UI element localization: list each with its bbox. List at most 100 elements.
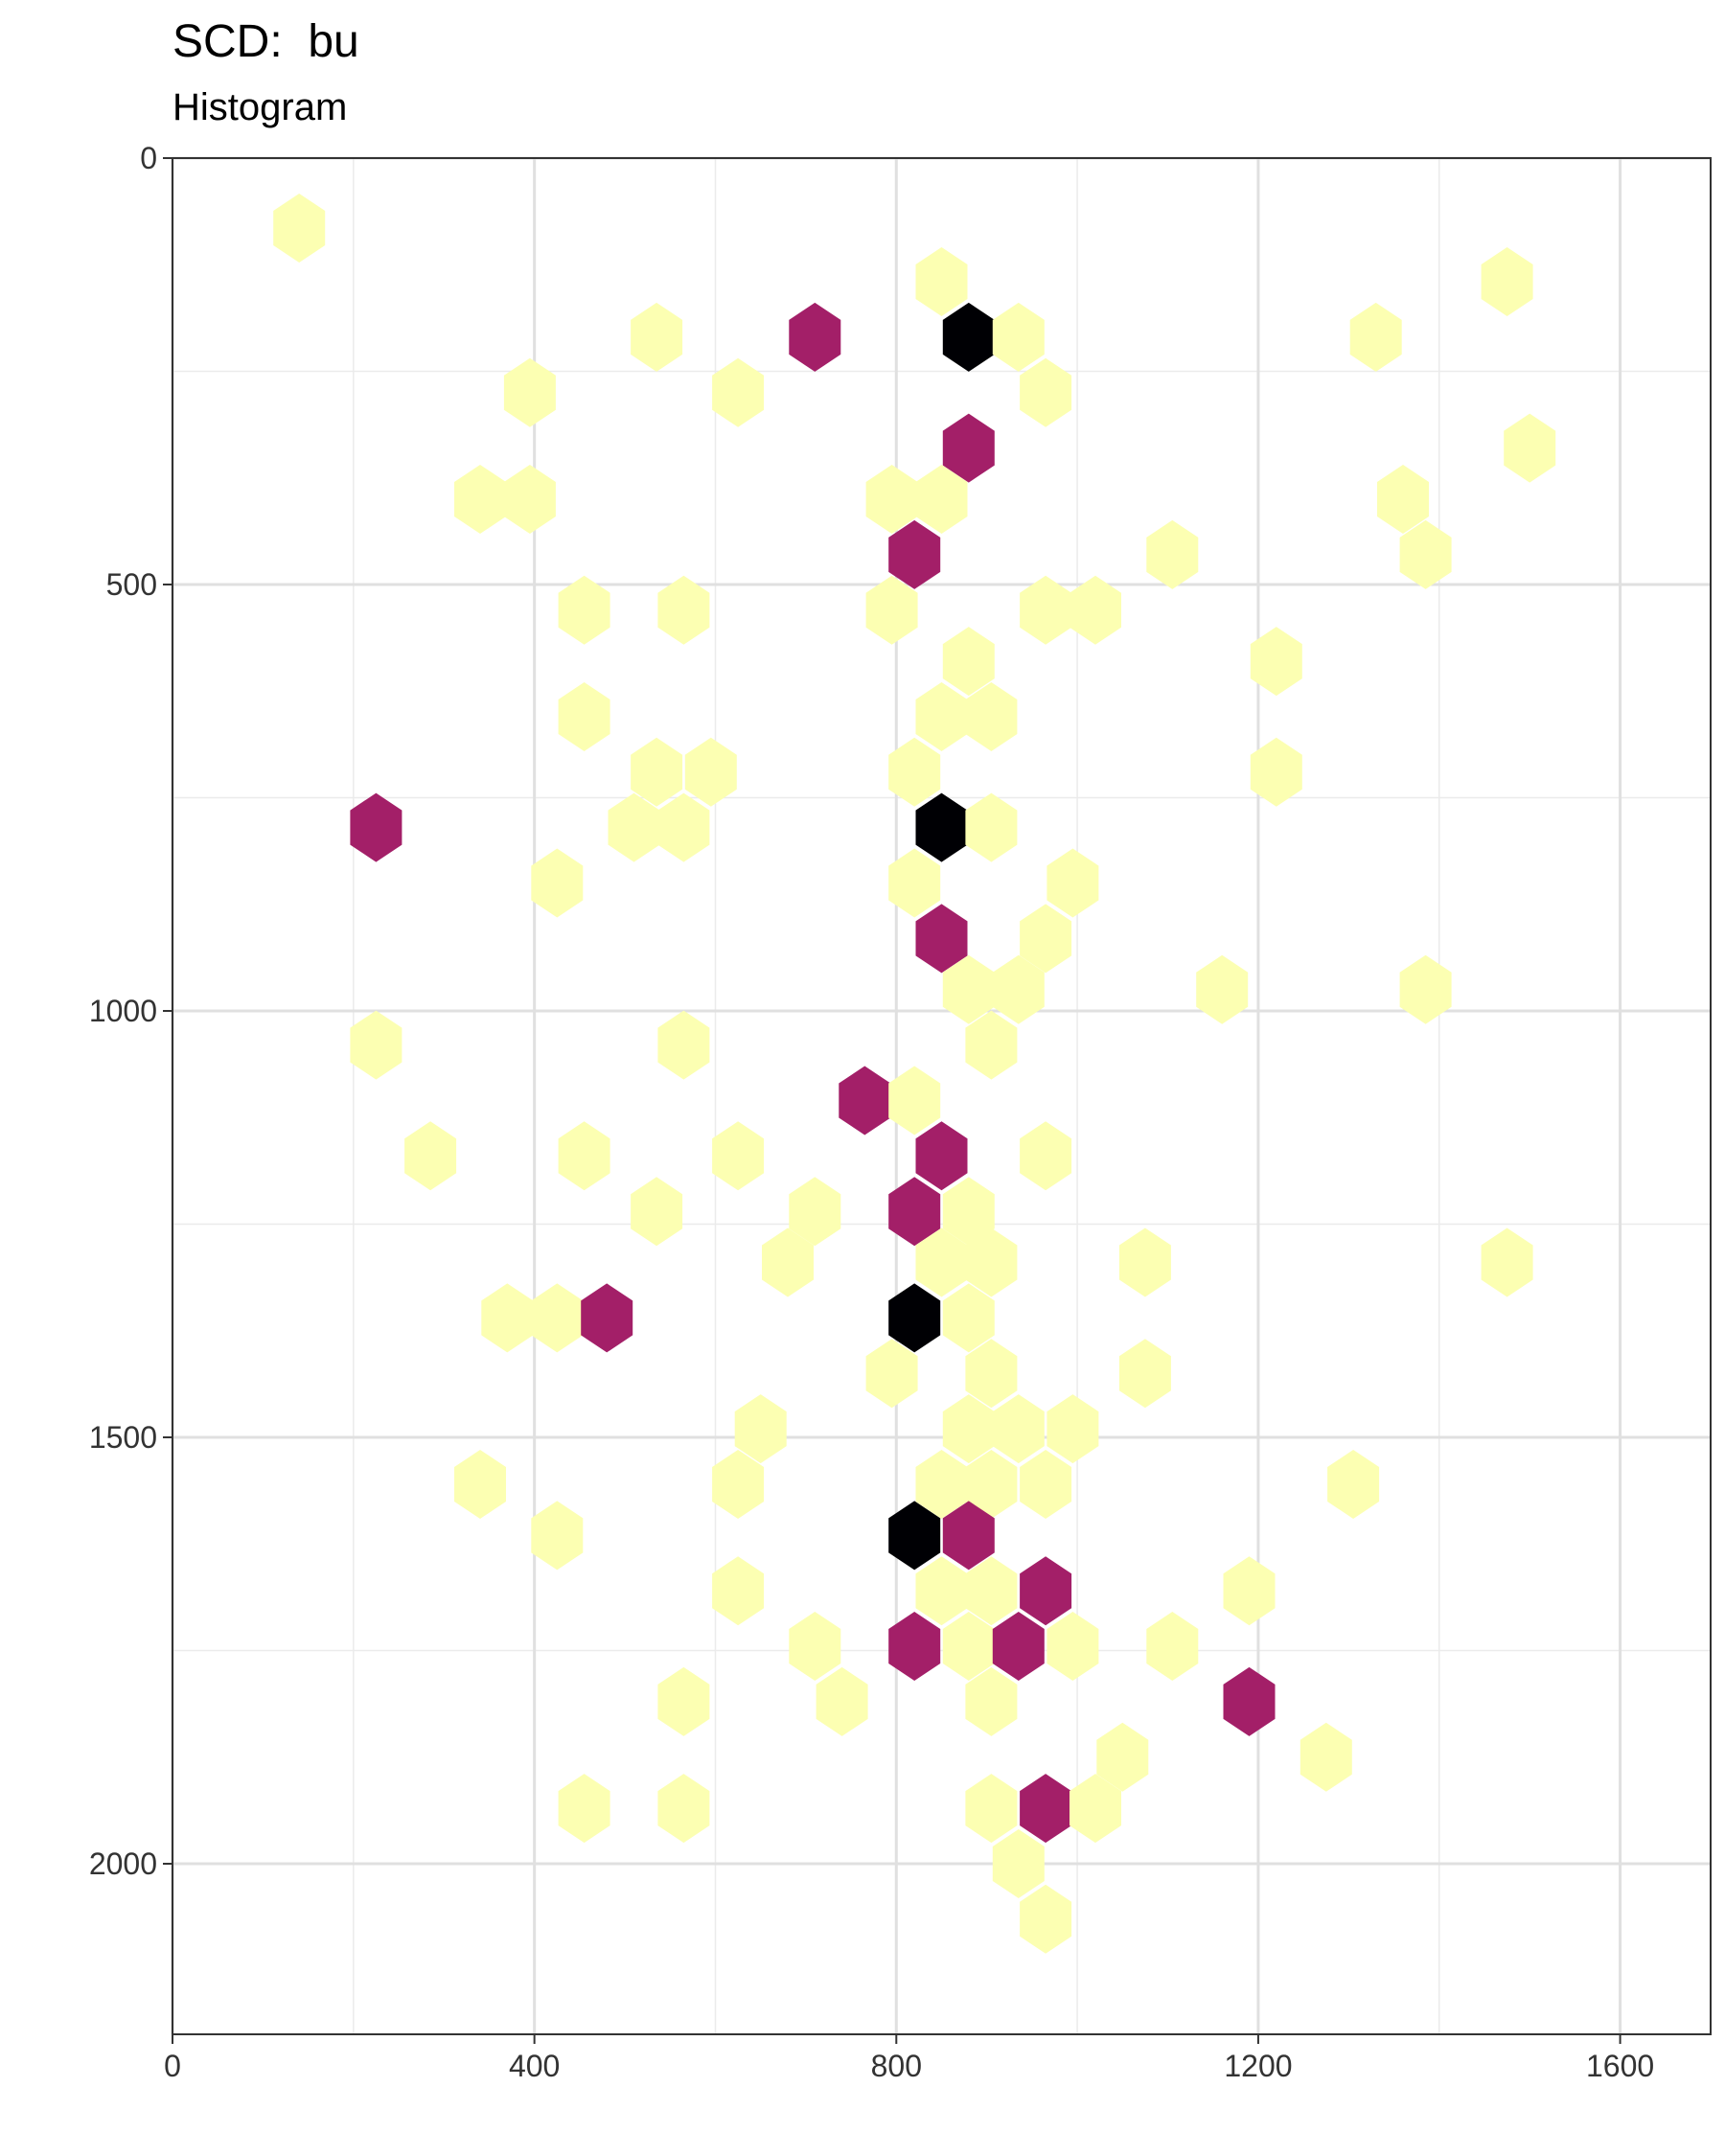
hex-bin-low bbox=[1118, 1339, 1171, 1409]
hex-bin-high bbox=[888, 1501, 941, 1571]
plot-border bbox=[172, 157, 1712, 2035]
hex-bin-low bbox=[657, 1774, 710, 1844]
hex-bin-low bbox=[734, 1394, 787, 1464]
plot-panel bbox=[172, 158, 1711, 2034]
x-tick-label: 1600 bbox=[1586, 2049, 1654, 2083]
hex-bin-low bbox=[915, 1556, 968, 1626]
hex-bin-mid bbox=[1223, 1666, 1276, 1736]
hex-bin-low bbox=[942, 1612, 995, 1681]
hex-bin-low bbox=[865, 575, 918, 645]
hex-bin-mid bbox=[942, 1501, 995, 1571]
hex-bin-low bbox=[1377, 465, 1429, 534]
hex-bin-mid bbox=[581, 1283, 633, 1353]
hex-bin-high bbox=[942, 302, 995, 372]
hex-bin-low bbox=[1300, 1722, 1352, 1792]
y-tick-label: 1000 bbox=[89, 994, 157, 1028]
hex-bin-low bbox=[404, 1121, 457, 1191]
y-tick-label: 2000 bbox=[89, 1846, 157, 1881]
hex-bin-low bbox=[1250, 627, 1302, 697]
hex-bin-low bbox=[1020, 904, 1072, 974]
hex-bin-low bbox=[350, 1010, 402, 1080]
hex-bin-mid bbox=[942, 413, 995, 483]
hex-bin-low bbox=[531, 1501, 584, 1571]
hex-bin-mid bbox=[789, 302, 841, 372]
hex-bin-low bbox=[1349, 302, 1402, 372]
hex-bin-low bbox=[1481, 247, 1533, 316]
hex-bin-low bbox=[1196, 954, 1249, 1024]
hex-bin-high bbox=[888, 1283, 941, 1353]
hex-bin-low bbox=[531, 848, 584, 918]
hex-bin-low bbox=[684, 737, 737, 807]
axes: 0 400 800 1200 1600 0 500 1000 1500 2000 bbox=[89, 141, 1654, 2083]
hex-bin-low bbox=[1020, 1884, 1072, 1954]
hex-bin-low bbox=[1250, 737, 1302, 807]
hex-bin-low bbox=[1046, 848, 1099, 918]
hex-bins bbox=[273, 194, 1556, 1954]
hex-bin-low bbox=[1020, 357, 1072, 427]
hex-bin-low bbox=[454, 465, 506, 534]
hex-bin-low bbox=[1020, 1450, 1072, 1519]
hex-bin-low bbox=[888, 848, 941, 918]
hex-bin-mid bbox=[992, 1612, 1045, 1681]
hex-bin-low bbox=[865, 1339, 918, 1409]
hex-bin-low bbox=[965, 1666, 1018, 1736]
hex-bin-low bbox=[273, 194, 326, 263]
hex-bin-low bbox=[657, 1010, 710, 1080]
hex-bin-low bbox=[712, 1450, 765, 1519]
x-tick-label: 400 bbox=[509, 2049, 560, 2083]
hex-bin-low bbox=[888, 1066, 941, 1135]
hex-bin-mid bbox=[888, 1612, 941, 1681]
hex-bin-low bbox=[1046, 1394, 1099, 1464]
hex-bin-low bbox=[454, 1450, 506, 1519]
hex-bin-low bbox=[915, 1450, 968, 1519]
hex-bin-low bbox=[915, 247, 968, 316]
hex-bin-low bbox=[531, 1283, 584, 1353]
hex-bin-low bbox=[992, 1394, 1045, 1464]
hex-bin-mid bbox=[915, 1121, 968, 1191]
hex-bin-low bbox=[865, 465, 918, 534]
hex-bin-low bbox=[657, 575, 710, 645]
hex-bin-low bbox=[965, 792, 1018, 862]
hex-bin-low bbox=[608, 792, 660, 862]
hex-bin-low bbox=[1096, 1722, 1149, 1792]
y-tick-label: 1500 bbox=[89, 1420, 157, 1455]
hex-bin-low bbox=[1223, 1556, 1276, 1626]
hex-bin-low bbox=[965, 1010, 1018, 1080]
hex-bin-low bbox=[558, 682, 610, 751]
hex-bin-low bbox=[992, 302, 1045, 372]
hex-bin-low bbox=[965, 1450, 1018, 1519]
hex-bin-low bbox=[631, 302, 683, 372]
hex-bin-low bbox=[915, 465, 968, 534]
hex-bin-low bbox=[712, 1556, 765, 1626]
hex-bin-low bbox=[712, 1121, 765, 1191]
hex-bin-low bbox=[1146, 519, 1199, 589]
hex-bin-low bbox=[558, 1121, 610, 1191]
hex-bin-low bbox=[1046, 1612, 1099, 1681]
hex-bin-low bbox=[631, 737, 683, 807]
hex-bin-low bbox=[1118, 1227, 1171, 1297]
hex-bin-low bbox=[1146, 1612, 1199, 1681]
hex-bin-low bbox=[965, 1556, 1018, 1626]
hex-bin-low bbox=[965, 682, 1018, 751]
hex-bin-mid bbox=[1020, 1774, 1072, 1844]
hex-bin-low bbox=[942, 1177, 995, 1247]
hex-bin-low bbox=[965, 1339, 1018, 1409]
hex-bin-low bbox=[1070, 575, 1121, 645]
hex-bin-high bbox=[915, 792, 968, 862]
hex-bin-low bbox=[888, 737, 941, 807]
hex-bin-low bbox=[1327, 1450, 1380, 1519]
y-tick-label: 0 bbox=[140, 141, 157, 175]
hex-bin-low bbox=[558, 575, 610, 645]
hex-bin-low bbox=[657, 792, 710, 862]
hex-bin-mid bbox=[839, 1066, 891, 1135]
hex-bin-low bbox=[915, 682, 968, 751]
y-tick-label: 500 bbox=[106, 567, 157, 602]
hex-bin-low bbox=[712, 357, 765, 427]
hex-bin-low bbox=[1020, 575, 1072, 645]
hex-bin-low bbox=[992, 954, 1045, 1024]
hex-bin-low bbox=[631, 1177, 683, 1247]
hex-bin-mid bbox=[1020, 1556, 1072, 1626]
hex-bin-low bbox=[657, 1666, 710, 1736]
hex-bin-mid bbox=[350, 792, 402, 862]
hex-bin-low bbox=[789, 1177, 841, 1247]
